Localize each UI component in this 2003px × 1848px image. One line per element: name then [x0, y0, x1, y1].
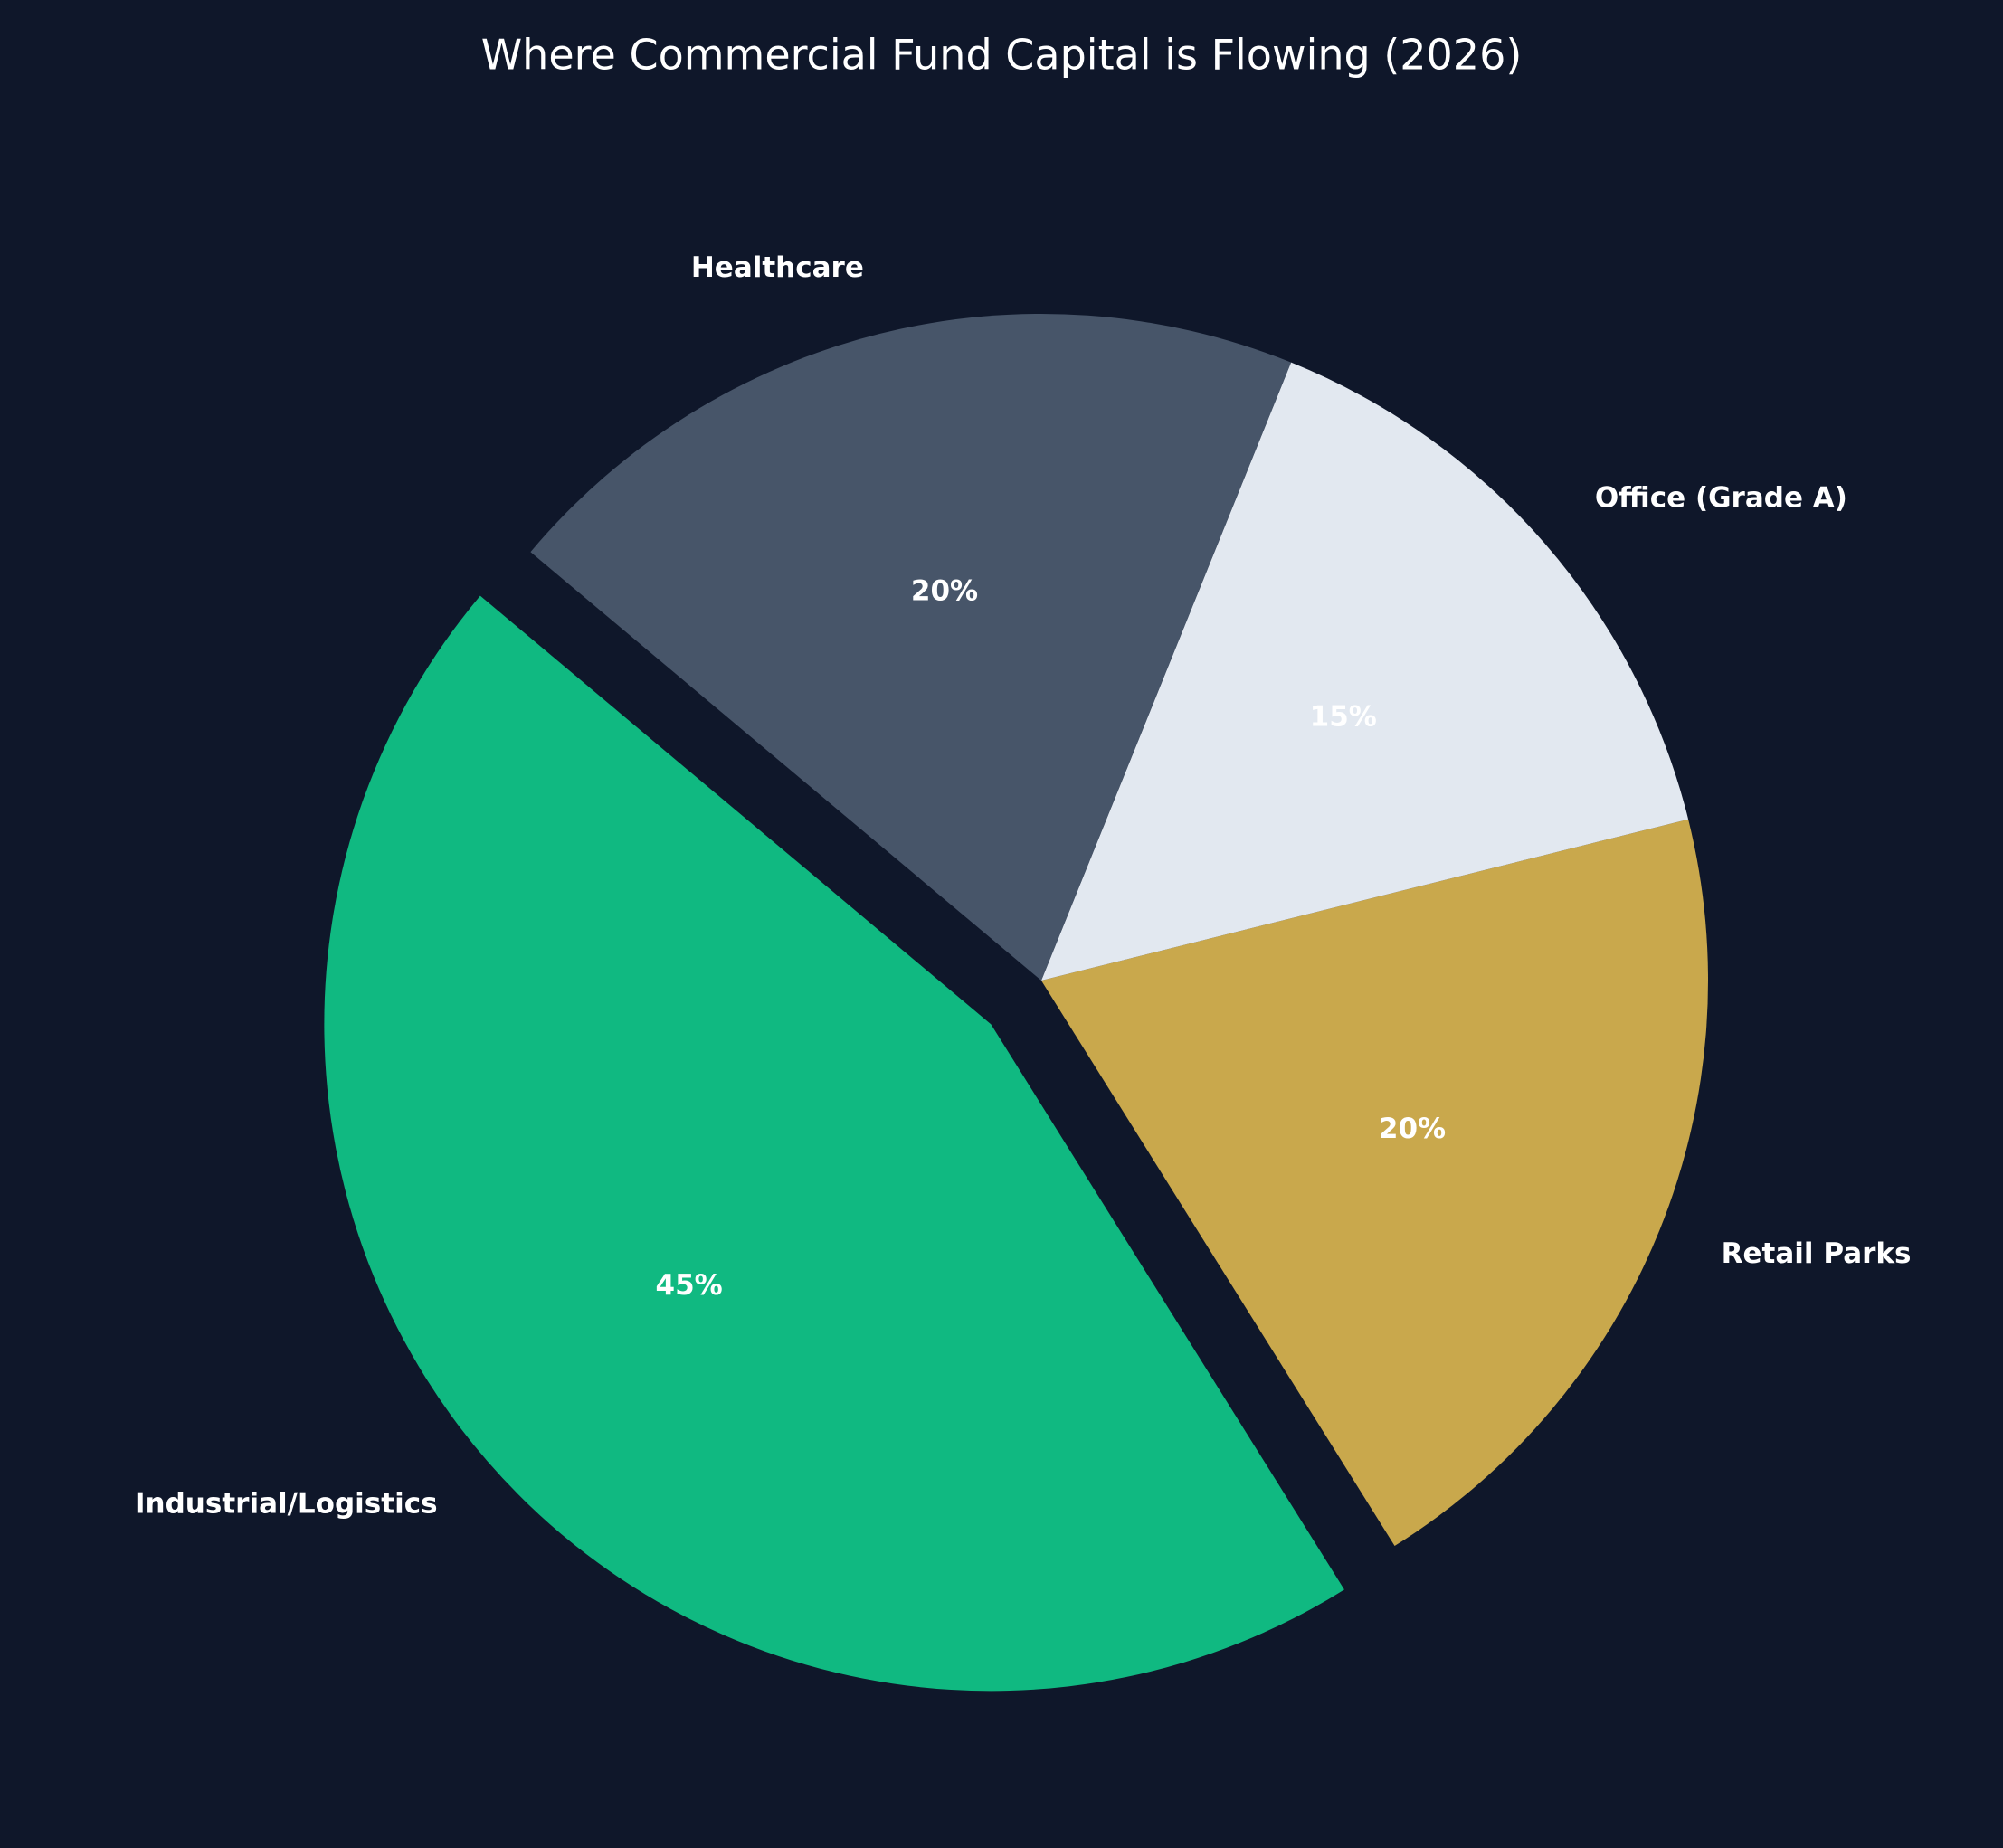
pie-slice: [1041, 362, 1689, 981]
slice-label: Industrial/Logistics: [135, 1488, 438, 1521]
pie-slice: [530, 313, 1292, 981]
value-label: 20%: [911, 574, 978, 607]
pie-slice: [1041, 819, 1708, 1547]
pie-slice: [324, 595, 1344, 1692]
slice-label: Office (Grade A): [1595, 482, 1847, 515]
slice-label: Retail Parks: [1722, 1237, 1912, 1270]
value-label: 45%: [656, 1269, 723, 1302]
value-label: 20%: [1379, 1113, 1446, 1145]
value-label: 15%: [1310, 700, 1377, 733]
slice-label: Healthcare: [691, 251, 864, 284]
chart-title: Where Commercial Fund Capital is Flowing…: [481, 31, 1523, 80]
